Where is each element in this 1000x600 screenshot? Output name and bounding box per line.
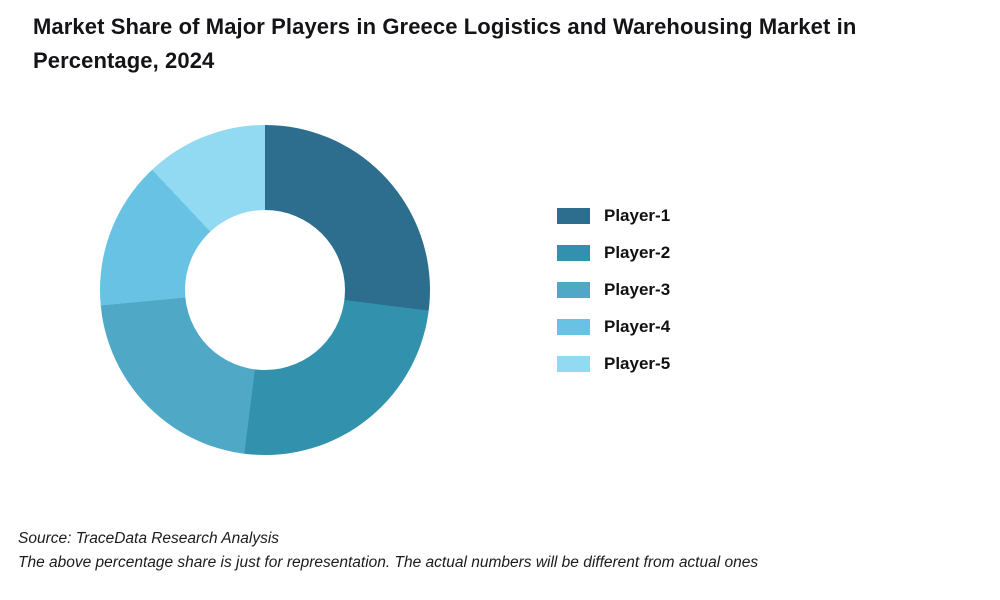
chart-title: Market Share of Major Players in Greece …	[33, 14, 857, 73]
legend-item-player-2: Player-2	[557, 243, 671, 262]
legend-swatch-icon	[557, 245, 590, 261]
legend-swatch-icon	[557, 319, 590, 335]
legend-item-player-1: Player-1	[557, 206, 671, 225]
legend-label: Player-1	[604, 206, 671, 225]
legend-item-player-5: Player-5	[557, 354, 671, 373]
disclaimer-note: The above percentage share is just for r…	[18, 554, 759, 571]
legend-label: Player-3	[604, 280, 671, 299]
footer: Source: TraceData Research Analysis The …	[18, 527, 758, 575]
donut-hole	[185, 210, 345, 370]
legend-swatch-icon	[557, 356, 590, 372]
legend-label: Player-4	[604, 317, 671, 336]
legend-swatch-icon	[557, 282, 590, 298]
source-note: Source: TraceData Research Analysis	[18, 530, 280, 547]
legend-item-player-3: Player-3	[557, 280, 671, 299]
legend-label: Player-2	[604, 243, 671, 262]
legend-item-player-4: Player-4	[557, 317, 671, 336]
legend: Player-1 Player-2 Player-3 Player-4 Play…	[557, 206, 671, 373]
donut-chart	[100, 125, 430, 455]
legend-label: Player-5	[604, 354, 671, 373]
legend-swatch-icon	[557, 208, 590, 224]
